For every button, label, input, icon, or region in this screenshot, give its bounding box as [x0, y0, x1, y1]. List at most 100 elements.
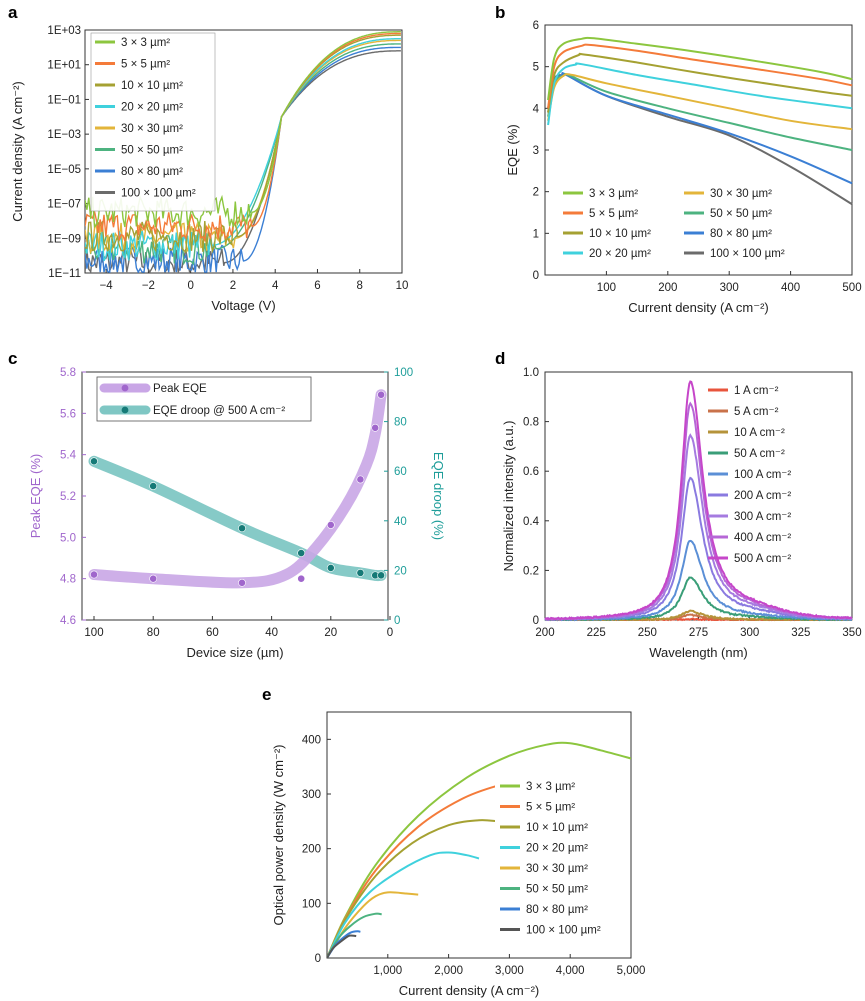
x-axis-label: Wavelength (nm) — [649, 645, 748, 660]
legend-entry: 80 × 80 µm² — [121, 166, 183, 178]
data-point-eqe-droop — [377, 571, 386, 580]
x-tick-label: 350 — [842, 627, 861, 639]
series-line-20-20-m — [85, 38, 401, 262]
x-tick-label: 80 — [147, 627, 160, 639]
data-point-peak-eqe — [371, 423, 380, 432]
legend-entry: 300 A cm⁻² — [734, 511, 791, 523]
y-tick-label: 1E+03 — [47, 25, 81, 37]
legend-entry: 100 A cm⁻² — [734, 469, 791, 481]
y-tick-label: 4.6 — [60, 615, 76, 627]
y-right-tick-label: 100 — [394, 367, 413, 379]
legend-entry: 100 × 100 µm² — [121, 188, 196, 200]
y-axis-label: Normalized intensity (a.u.) — [501, 421, 516, 572]
y-tick-label: 1E+01 — [47, 60, 81, 72]
series-line-300-a-cm — [544, 433, 853, 621]
y-tick-label: 4 — [533, 103, 540, 115]
legend-entry: 30 × 30 µm² — [710, 188, 772, 200]
y-right-tick-label: 20 — [394, 565, 407, 577]
x-tick-label: 1,000 — [373, 965, 402, 977]
y-tick-label: 0.8 — [523, 417, 539, 429]
x-tick-label: 200 — [658, 282, 677, 294]
data-point-eqe-droop — [356, 568, 365, 577]
y-tick-label: 1E−01 — [47, 94, 81, 106]
legend-entry: 5 × 5 µm² — [526, 802, 575, 814]
legend-entry: 200 A cm⁻² — [734, 490, 791, 502]
series-line-200-a-cm — [544, 476, 853, 622]
legend-entry: 50 A cm⁻² — [734, 448, 785, 460]
legend-entry: 20 × 20 µm² — [121, 102, 183, 114]
y-tick-label: 5 — [533, 62, 539, 74]
legend-marker — [121, 406, 129, 414]
series-line-5-5-m — [547, 43, 853, 109]
y-tick-label: 2 — [533, 187, 539, 199]
y-tick-label: 5.4 — [60, 450, 77, 462]
legend-entry: 10 × 10 µm² — [589, 228, 651, 240]
y-axis-label: Optical power density (W cm⁻²) — [271, 745, 286, 926]
y-right-tick-label: 0 — [394, 615, 400, 627]
legend-entry: 3 × 3 µm² — [526, 781, 575, 793]
legend-entry: 5 A cm⁻² — [734, 406, 779, 418]
plot-frame — [84, 29, 403, 274]
x-tick-label: 20 — [324, 627, 337, 639]
series-line-30-30-m — [547, 73, 853, 131]
series-line-100-a-cm — [544, 539, 853, 622]
legend-entry: 20 × 20 µm² — [589, 248, 651, 260]
data-point-eqe-droop — [149, 482, 158, 490]
y-tick-label: 6 — [533, 20, 539, 32]
plot-frame — [326, 711, 632, 959]
legend-entry: 3 × 3 µm² — [589, 188, 638, 200]
y-tick-label: 0.2 — [523, 565, 539, 577]
legend-entry: 5 × 5 µm² — [121, 59, 170, 71]
y-tick-label: 1E−11 — [48, 268, 81, 280]
legend-entry: 20 × 20 µm² — [526, 843, 588, 855]
panel-letter: c — [8, 349, 17, 368]
series-line-50-50-m — [327, 912, 382, 958]
plot-frame — [544, 371, 853, 621]
legend-entry: 30 × 30 µm² — [121, 123, 183, 135]
x-tick-label: 3,000 — [495, 965, 524, 977]
legend-entry: EQE droop @ 500 A cm⁻² — [153, 405, 285, 417]
x-tick-label: 400 — [781, 282, 800, 294]
x-tick-label: 300 — [740, 627, 759, 639]
x-tick-label: 60 — [206, 627, 219, 639]
legend-entry: 30 × 30 µm² — [526, 863, 588, 875]
data-point-peak-eqe — [90, 570, 98, 579]
panel-letter: b — [495, 3, 505, 22]
y-tick-label: 400 — [302, 734, 321, 746]
y-right-tick-label: 80 — [394, 417, 407, 429]
data-point-eqe-droop — [326, 564, 335, 572]
series-line-10-10-m — [327, 819, 498, 958]
panel-b: b 100 200 300 400 500 0 1 2 3 4 5 6 Current density (… — [495, 3, 862, 315]
panel-letter: d — [495, 349, 505, 368]
x-tick-label: 250 — [638, 627, 657, 639]
legend-entry: 50 × 50 µm² — [526, 884, 588, 896]
data-point-peak-eqe — [297, 574, 306, 583]
x-tick-label: 0 — [187, 280, 193, 292]
y-axis-label: EQE (%) — [505, 124, 520, 175]
x-tick-label: 5,000 — [617, 965, 646, 977]
x-tick-label: −4 — [100, 280, 114, 292]
legend-entry: 5 × 5 µm² — [589, 208, 638, 220]
y-tick-label: 5.0 — [60, 532, 76, 544]
series-line-20-20-m — [327, 851, 480, 958]
y-tick-label: 5.8 — [60, 367, 76, 379]
x-tick-label: 4,000 — [556, 965, 585, 977]
x-tick-label: 4 — [272, 280, 279, 292]
y-tick-label: 1E−05 — [47, 164, 81, 176]
panel-d: d 200 225 250 275 300 325 350 0 0.2 0.4 0.6 0.8 1.0 Wa… — [495, 349, 862, 660]
x-axis-label: Current density (A cm⁻²) — [399, 983, 540, 998]
series-line-50-50-m — [547, 73, 853, 151]
x-tick-label: −2 — [142, 280, 155, 292]
legend-entry: 1 A cm⁻² — [734, 385, 779, 397]
legend-entry: 100 × 100 µm² — [526, 925, 601, 937]
y-right-tick-label: 40 — [394, 516, 407, 528]
data-point-eqe-droop — [297, 549, 306, 557]
x-tick-label: 40 — [265, 627, 278, 639]
data-point-peak-eqe — [356, 475, 365, 484]
legend-entry: 500 A cm⁻² — [734, 553, 791, 565]
legend-entry: Peak EQE — [153, 383, 207, 395]
panel-letter: a — [8, 3, 18, 22]
y-tick-label: 4.8 — [60, 574, 76, 586]
y-tick-label: 0.6 — [523, 466, 539, 478]
y-tick-label: 1.0 — [523, 367, 539, 379]
